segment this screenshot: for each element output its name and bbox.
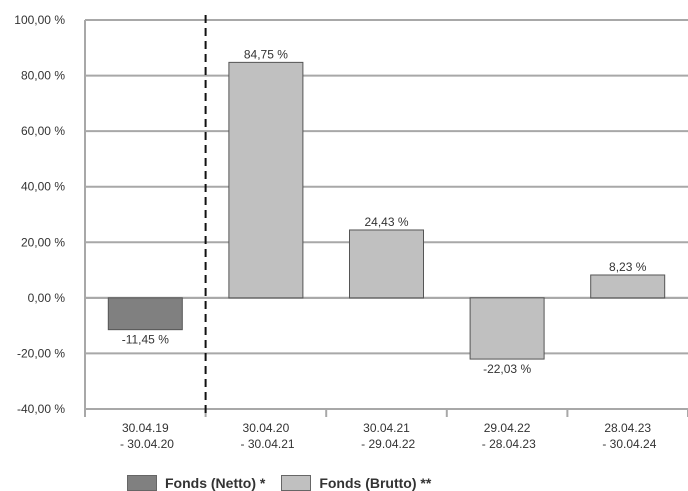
data-label: 84,75 %: [244, 47, 288, 61]
data-labels: -11,45 % 84,75 % 24,43 % -22,03 % 8,23 %: [122, 47, 647, 376]
y-tick-label: -40,00 %: [17, 402, 65, 416]
legend-label-netto: Fonds (Netto) *: [165, 475, 266, 491]
y-tick-label: 100,00 %: [14, 13, 65, 27]
y-tick-label: 60,00 %: [21, 124, 65, 138]
bar: [590, 274, 666, 299]
x-category-label: - 30.04.21: [237, 437, 295, 451]
y-tick-label: -20,00 %: [17, 346, 65, 360]
x-category-label: - 30.04.24: [599, 437, 657, 451]
y-axis: 100,00 % 80,00 % 60,00 % 40,00 % 20,00 % 0,00…: [14, 13, 86, 417]
legend-label-brutto: Fonds (Brutto) **: [319, 475, 432, 491]
y-tick-label: 0,00 %: [28, 291, 66, 305]
bar: [228, 61, 304, 299]
x-category-label: 28.04.23: [604, 421, 651, 435]
legend-swatch-brutto: [281, 475, 312, 491]
bar: [469, 297, 545, 360]
bars: [107, 15, 666, 417]
x-category-label: - 28.04.23: [478, 437, 536, 451]
category-labels: 30.04.19 - 30.04.20 30.04.20 - 30.04.21 30…: [117, 421, 657, 451]
x-category-label: 30.04.19: [122, 421, 169, 435]
data-label: -22,03 %: [483, 362, 531, 376]
x-axis: [84, 409, 688, 417]
data-label: -11,45 %: [122, 333, 169, 347]
x-category-label: - 30.04.20: [117, 437, 175, 451]
legend-item-brutto: Fonds (Brutto) **: [281, 475, 431, 491]
data-label: 24,43 %: [364, 215, 408, 229]
bar: [349, 229, 424, 299]
legend: Fonds (Netto) * Fonds (Brutto) **: [127, 475, 447, 491]
y-tick-label: 40,00 %: [21, 180, 65, 194]
bar: [107, 297, 183, 331]
data-label: 8,23 %: [609, 260, 647, 274]
y-tick-label: 20,00 %: [21, 235, 65, 249]
legend-swatch-netto: [127, 475, 157, 491]
x-category-label: 30.04.21: [363, 421, 410, 435]
x-category-label: 30.04.20: [243, 421, 290, 435]
legend-item-netto: Fonds (Netto) *: [127, 475, 265, 491]
x-category-label: 29.04.22: [484, 421, 531, 435]
y-tick-label: 80,00 %: [21, 69, 65, 83]
x-category-label: - 29.04.22: [358, 437, 416, 451]
bar-chart: 100,00 % 80,00 % 60,00 % 40,00 % 20,00 % 0,00…: [14, 13, 688, 451]
